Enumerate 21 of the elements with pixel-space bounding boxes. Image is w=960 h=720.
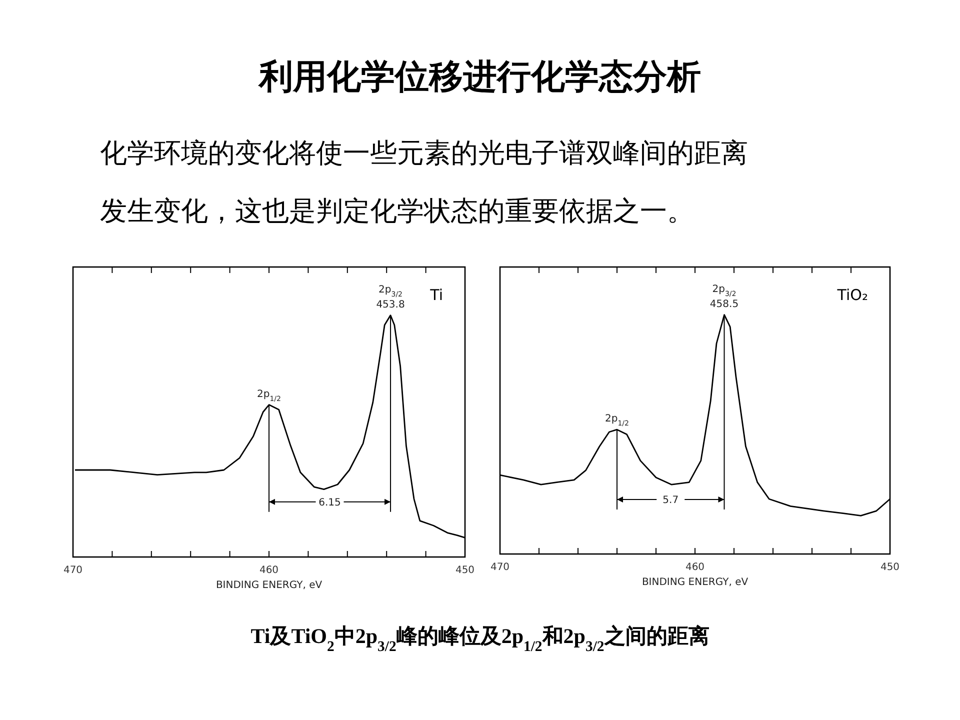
text: 利用化学位移进行化学态分析 — [257, 57, 701, 97]
annotation: 6.15 — [318, 497, 341, 508]
annotation: 5.7 — [662, 494, 679, 506]
x-tick-label: 450 — [455, 565, 475, 576]
text: 化学环境的变化将使一些元素的光电子谱双峰间的距离发生变化，这也是判定化学状态的重要依据之一。 — [100, 138, 748, 227]
x-tick-label: 470 — [490, 562, 510, 573]
annotation: 2p$_{3/2}$ — [378, 284, 403, 298]
annotation: 453.8 — [376, 299, 405, 310]
annotation: 2p$_{1/2}$ — [257, 388, 281, 403]
annotation: 2p$_{3/2}$ — [712, 284, 736, 298]
chart-title: Ti — [429, 286, 443, 304]
x-axis-title: BINDING ENERGY, eV — [642, 577, 748, 588]
annotation: 2p$_{1/2}$ — [605, 414, 629, 428]
x-tick-label: 460 — [685, 562, 705, 573]
x-tick-label: 470 — [63, 565, 83, 576]
x-axis-title: BINDING ENERGY, eV — [216, 580, 322, 591]
chart-title: TiO₂ — [836, 286, 868, 304]
annotation: 458.5 — [710, 298, 739, 310]
text: Ti及TiO$_{2}$中2p$_{3/2}$峰的峰位及2p$_{1/2}$和2p$_{3/2}$之间的距离 — [250, 624, 710, 655]
x-tick-label: 460 — [259, 565, 279, 576]
x-tick-label: 450 — [880, 562, 900, 573]
